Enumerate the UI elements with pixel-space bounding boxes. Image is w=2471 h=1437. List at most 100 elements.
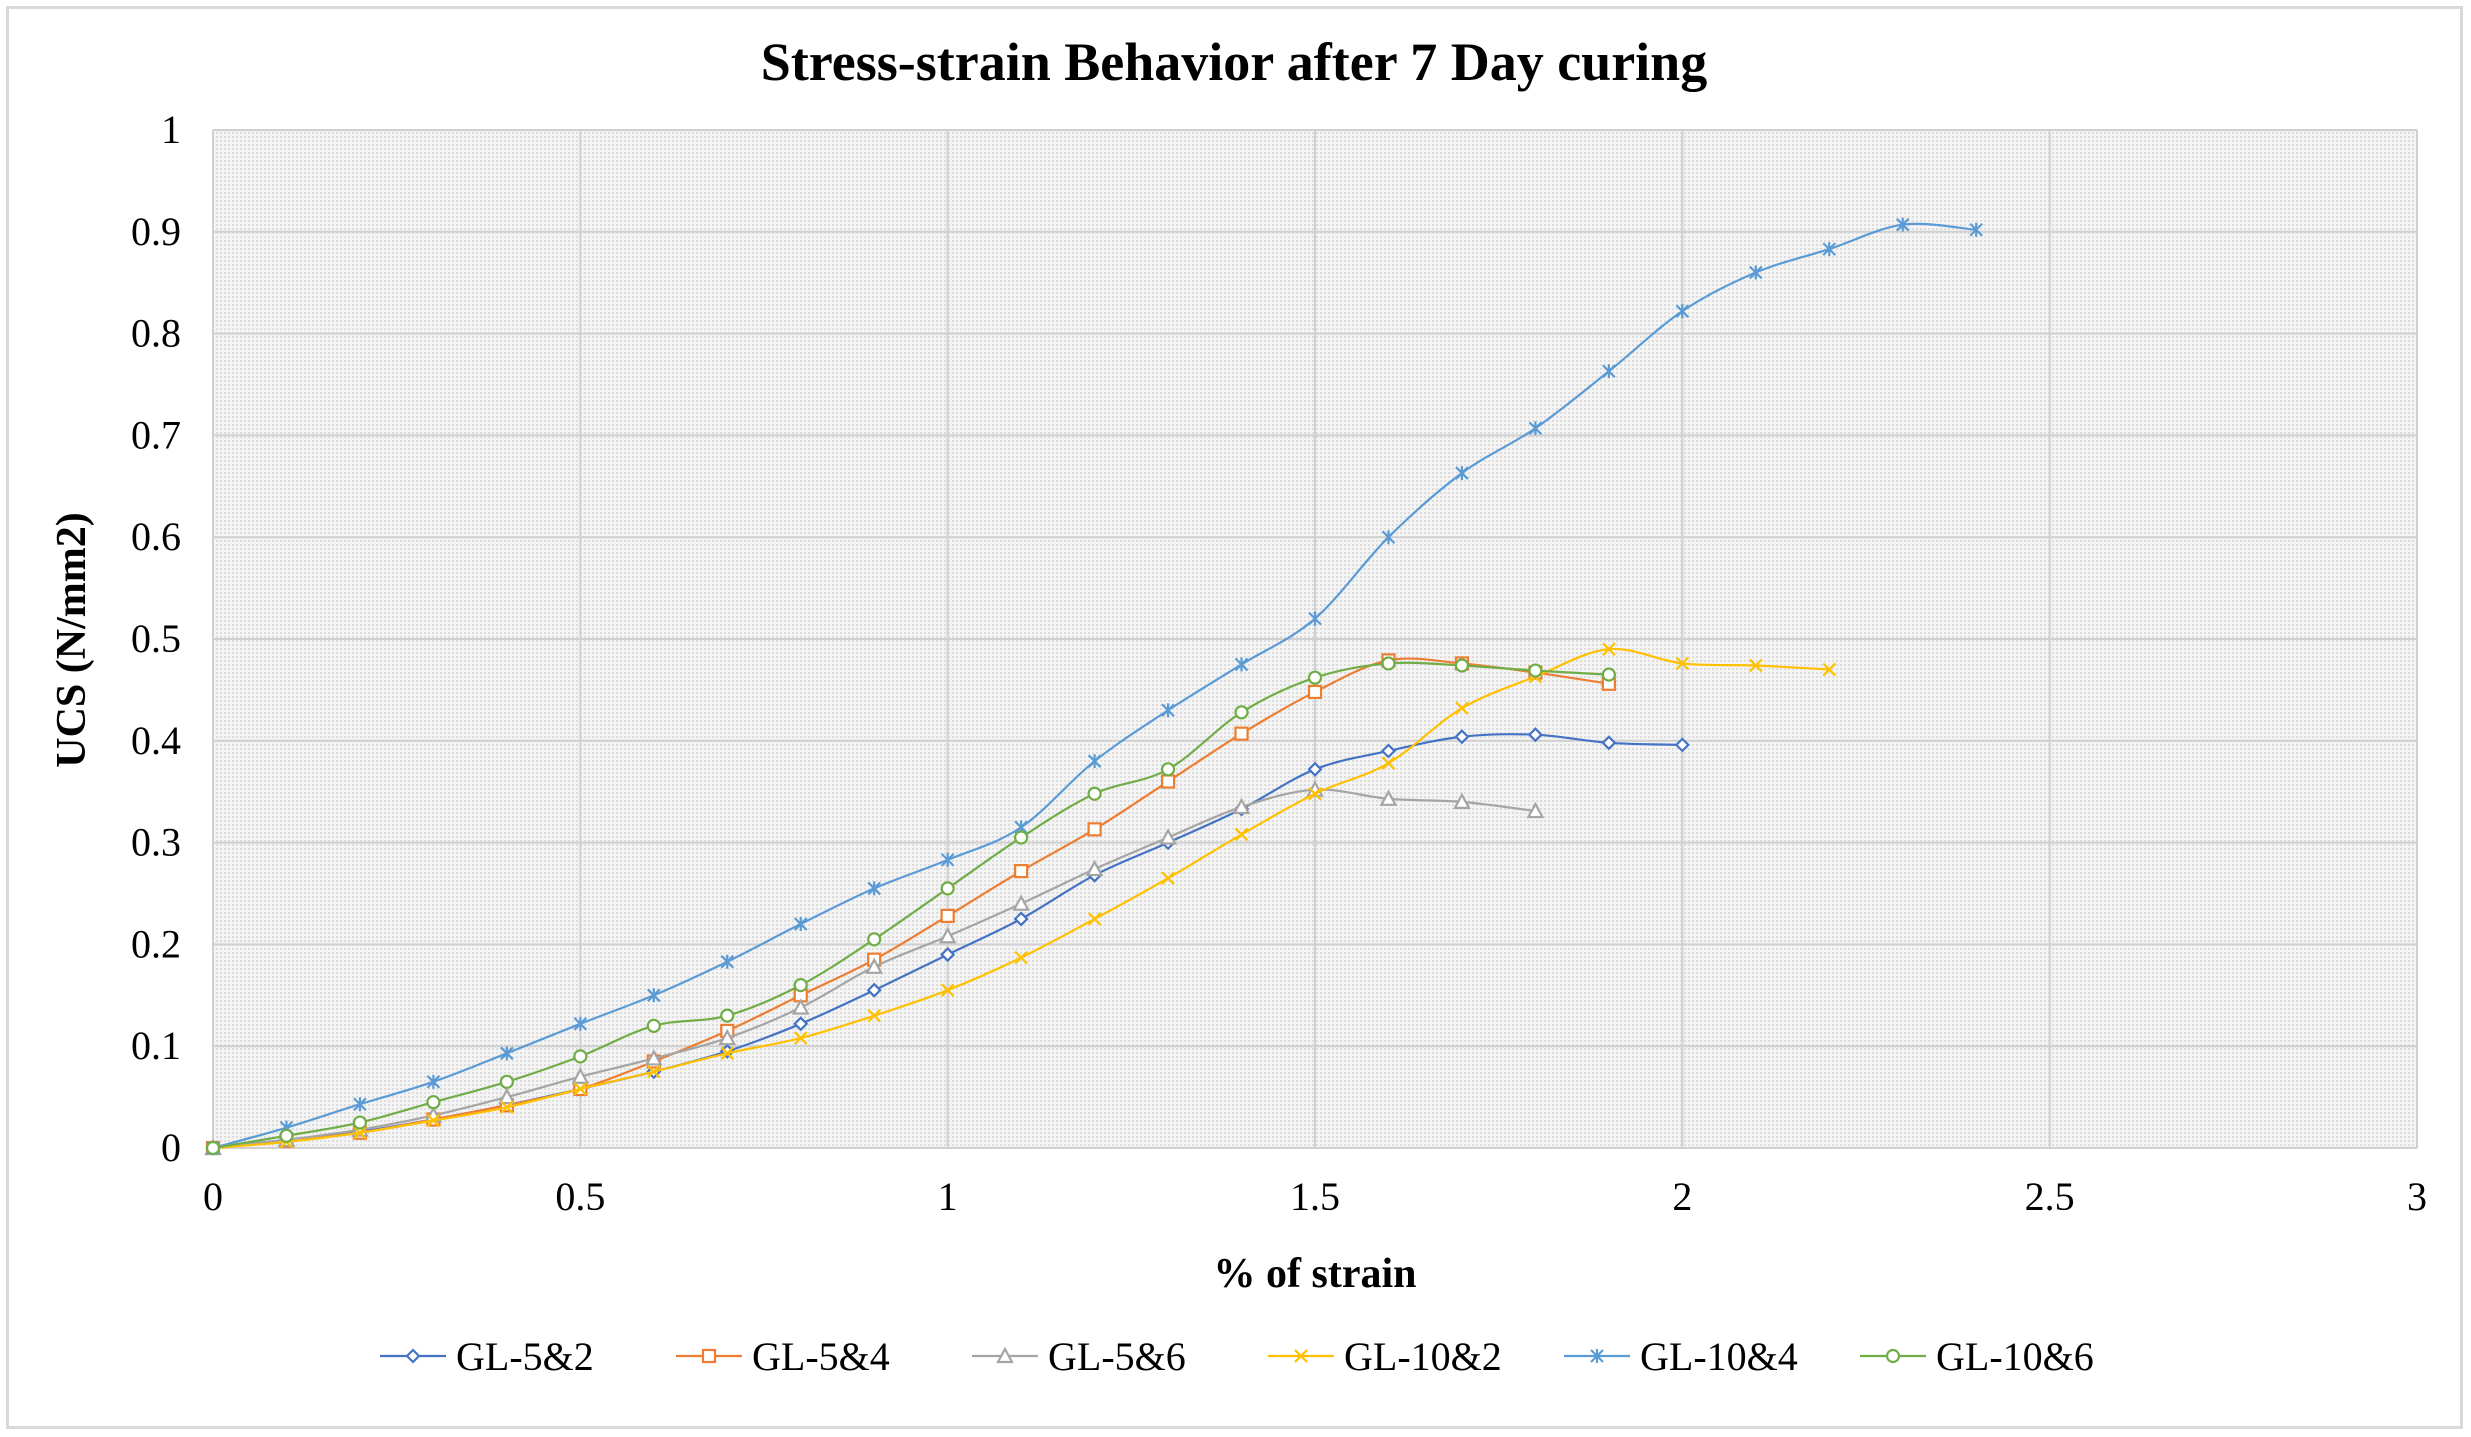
data-point [1308,786,1322,801]
data-point [573,1082,588,1096]
data-point [1675,656,1690,671]
data-point [1307,670,1323,685]
data-point [940,881,955,896]
data-point [352,1115,368,1130]
x-tick-label: 2.5 [2025,1174,2075,1219]
data-point [940,908,955,923]
x-tick-label: 1 [938,1174,958,1219]
data-point [791,998,810,1015]
series-line [212,661,1609,1150]
data-point [1601,667,1616,682]
data-point [1087,786,1102,801]
data-point [940,947,956,963]
data-point [1087,822,1102,837]
legend-marker [405,1348,421,1364]
series-gl-10-6 [205,656,1616,1156]
data-point [1895,217,1910,232]
data-point [1602,364,1616,379]
data-point [1379,789,1398,806]
data-point [1014,864,1029,879]
data-point [867,932,882,947]
data-point [720,1046,735,1061]
data-point [793,1016,809,1032]
x-tick-label: 3 [2407,1174,2427,1219]
data-point [1527,727,1543,743]
legend-item-gl-5-4: GL-5&4 [676,1334,890,1379]
legend: GL-5&2 GL-5&4 GL-5&6 GL-10&2 GL-10&4 GL-10&6 [380,1334,2094,1379]
legend-label: GL-5&2 [456,1334,594,1379]
data-point [205,1140,221,1156]
data-point [1674,737,1690,753]
legend-marker [1590,1349,1604,1363]
data-point [1381,756,1396,770]
y-tick-label: 1 [161,107,181,152]
series-gl-10-4 [206,217,1983,1155]
data-point [1381,656,1396,671]
y-tick-label: 0.6 [131,514,181,559]
data-point [1308,611,1322,626]
data-point [1455,466,1469,481]
data-point [279,1128,294,1143]
y-tick-label: 0.4 [131,718,181,763]
data-point [499,1074,514,1089]
data-point [720,954,735,969]
y-tick-label: 0.9 [131,209,181,254]
data-point [1455,701,1469,716]
chart-title: Stress-strain Behavior after 7 Day curin… [761,32,1707,92]
data-point [866,982,882,998]
data-point [1013,911,1029,927]
y-tick-label: 0.1 [131,1023,181,1068]
legend-item-gl-10-6: GL-10&6 [1860,1334,2094,1379]
data-point [426,1095,441,1110]
legend-marker [1294,1349,1308,1363]
data-point [793,1031,808,1045]
legend-marker [996,1346,1014,1364]
y-tick-label: 0.7 [131,412,181,457]
data-point [793,917,808,932]
legend-marker [1885,1348,1901,1364]
data-point [718,1028,737,1046]
y-axis-label: UCS (N/mm2) [49,512,95,767]
gridlines [212,129,2418,1149]
legend-label: GL-5&4 [752,1334,890,1379]
data-point [867,881,881,896]
data-point [573,1049,588,1064]
data-point [1085,859,1104,877]
data-point [1526,801,1545,819]
data-point [1012,894,1030,911]
data-point [500,1046,514,1061]
data-point [1087,912,1102,926]
data-point [1014,830,1029,845]
data-point [1822,242,1837,257]
data-point [1749,265,1763,280]
data-point [353,1125,367,1140]
y-tick-label: 0.8 [131,311,181,356]
data-point [1307,761,1323,777]
x-tick-label: 0 [203,1174,223,1219]
legend-item-gl-10-4: GL-10&4 [1564,1334,1798,1379]
data-point [1749,658,1763,673]
legend-label: GL-10&2 [1344,1334,1502,1379]
tick-labels: 0 0.1 0.2 0.3 0.4 0.5 0.6 0.7 0.8 0.9 1 0 0.5 1 1.5 2 2.… [131,107,2427,1219]
data-point [1381,530,1396,545]
data-point [867,1008,881,1023]
data-point [646,1018,661,1033]
data-point [1307,684,1323,700]
data-point [573,1016,588,1031]
data-point [1160,774,1176,789]
x-tick-label: 2 [1672,1174,1692,1219]
data-point [1160,762,1176,777]
data-point [1087,754,1102,769]
data-point [1234,657,1249,672]
data-point [938,926,957,944]
data-point [1601,735,1617,751]
data-point [1822,662,1837,677]
data-point [1454,658,1470,673]
data-point [1380,743,1397,759]
data-point [426,1074,441,1089]
data-point [865,957,884,974]
data-point [571,1067,590,1084]
data-point [793,978,808,993]
series-layer [204,217,1983,1156]
data-point [1234,705,1249,720]
